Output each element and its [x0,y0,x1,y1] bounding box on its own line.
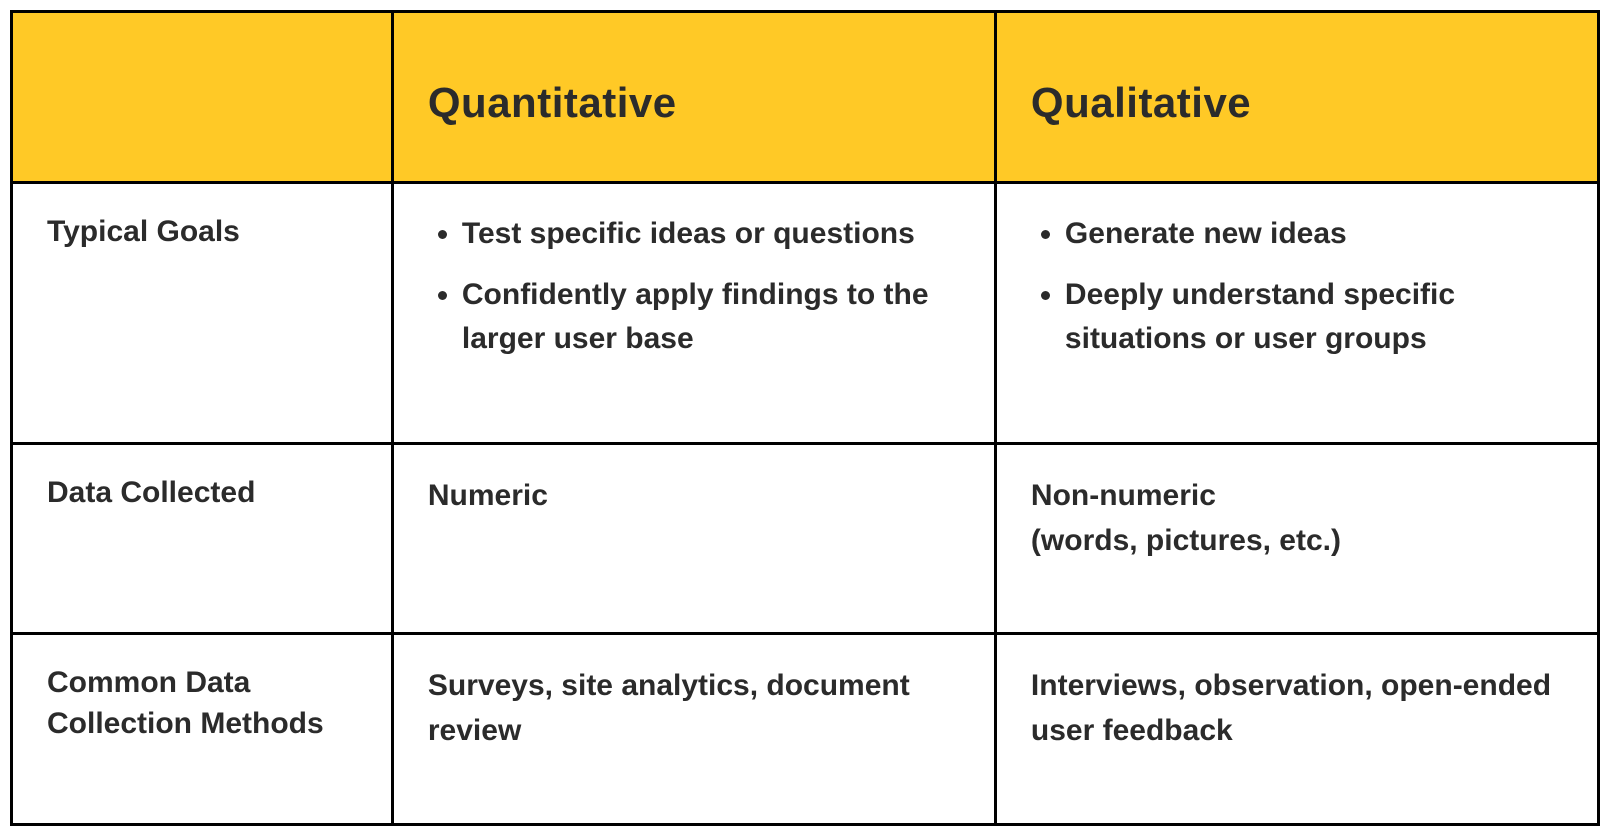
cell-text: Non-numeric (words, pictures, etc.) [1031,479,1341,557]
table-header-row: Quantitative Qualitative [12,12,1599,183]
cell-text: Interviews, observation, open-ended user… [1031,669,1551,747]
table-row: Data Collected Numeric Non-numeric (word… [12,443,1599,634]
cell-data-qualitative: Non-numeric (words, pictures, etc.) [995,443,1598,634]
bullet-list: Test specific ideas or questions Confide… [428,212,960,361]
cell-goals-qualitative: Generate new ideas Deeply understand spe… [995,182,1598,443]
table-row: Typical Goals Test specific ideas or que… [12,182,1599,443]
cell-methods-qualitative: Interviews, observation, open-ended user… [995,634,1598,825]
header-quantitative: Quantitative [392,12,995,183]
cell-goals-quantitative: Test specific ideas or questions Confide… [392,182,995,443]
comparison-table: Quantitative Qualitative Typical Goals T… [10,10,1600,826]
header-qualitative: Qualitative [995,12,1598,183]
row-label-goals: Typical Goals [12,182,393,443]
bullet-item: Test specific ideas or questions [462,212,960,256]
cell-methods-quantitative: Surveys, site analytics, document review [392,634,995,825]
cell-text: Numeric [428,479,548,512]
cell-text: Surveys, site analytics, document review [428,669,910,747]
table-row: Common Data Collection Methods Surveys, … [12,634,1599,825]
row-label-data: Data Collected [12,443,393,634]
bullet-item: Confidently apply findings to the larger… [462,273,960,360]
cell-data-quantitative: Numeric [392,443,995,634]
row-label-methods: Common Data Collection Methods [12,634,393,825]
bullet-list: Generate new ideas Deeply understand spe… [1031,212,1563,361]
header-blank [12,12,393,183]
bullet-item: Generate new ideas [1065,212,1563,256]
bullet-item: Deeply understand specific situations or… [1065,273,1563,360]
